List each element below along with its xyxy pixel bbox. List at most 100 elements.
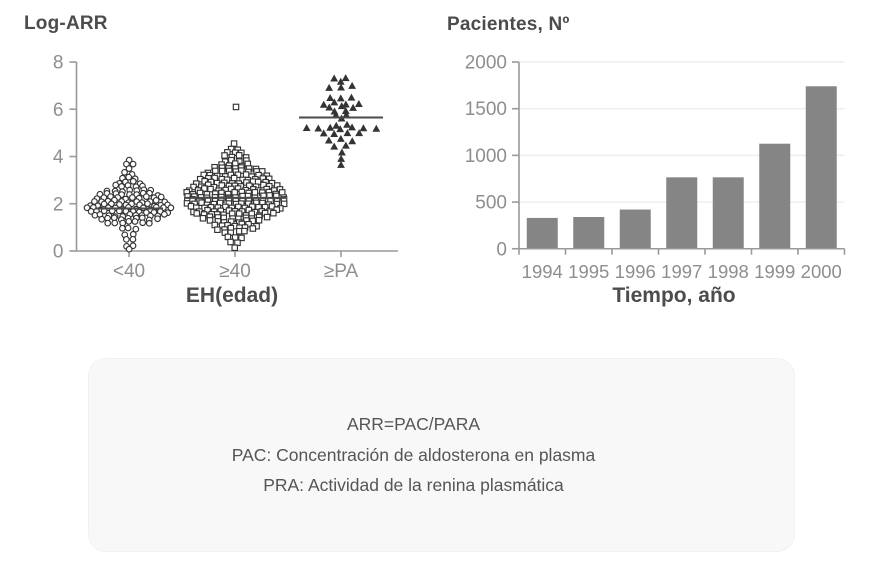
y-tick-label: 0: [53, 242, 64, 263]
data-point-triangle: [319, 129, 328, 137]
data-point-square: [187, 202, 195, 210]
data-point-square: [234, 185, 242, 192]
bar-2000: [805, 86, 837, 249]
data-point-square: [273, 206, 281, 213]
data-point-circle: [122, 236, 130, 243]
data-point-square: [231, 244, 239, 252]
x-tick-label: 1995: [568, 261, 609, 282]
y-tick-label: 2000: [465, 53, 507, 74]
data-point-square: [190, 183, 197, 191]
data-point-triangle: [341, 74, 350, 82]
data-point-triangle: [348, 123, 356, 131]
data-point-triangle: [302, 123, 311, 131]
data-point-square: [214, 226, 221, 234]
data-point-circle: [125, 173, 133, 181]
data-point-triangle: [337, 160, 345, 168]
data-point-triangle: [354, 100, 363, 108]
bar-1998: [712, 177, 744, 249]
data-point-triangle: [337, 154, 346, 162]
data-point-circle: [124, 224, 132, 232]
data-point-circle: [111, 219, 119, 227]
data-point-square: [246, 182, 253, 190]
left-beeswarm-chart: 0 2 4 6 8 <40 ≥40 ≥PA: [53, 53, 398, 282]
data-point-circle: [125, 165, 133, 172]
note-line-pac: PAC: Concentración de aldosterona en pla…: [231, 444, 596, 465]
data-point-square: [221, 152, 228, 159]
right-chart-title: Pacientes, Nº: [447, 14, 570, 35]
bar-1994: [526, 217, 558, 249]
data-point-square: [249, 225, 257, 232]
x-tick-label: 1997: [661, 261, 702, 282]
data-point-triangle: [332, 111, 340, 119]
data-point-triangle: [314, 124, 323, 132]
data-point-square: [249, 217, 256, 225]
data-point-triangle: [330, 129, 339, 137]
data-point-square: [261, 203, 269, 211]
data-point-square: [238, 167, 245, 174]
data-point-square: [207, 185, 214, 193]
data-point-square: [258, 168, 266, 175]
x-tick-label: 1998: [708, 261, 749, 282]
right-bar-chart: 0 500 1000 1500 2000 1994 1995 1996 1997 1998 1999…: [465, 53, 846, 282]
data-point-triangle: [330, 74, 339, 82]
abbreviation-note-box: ARR=PAC/PARA PAC: Concentración de aldos…: [88, 358, 795, 552]
bar-1995: [573, 217, 605, 249]
data-point-triangle: [336, 125, 345, 133]
data-point-square: [201, 178, 208, 185]
data-point-triangle: [355, 129, 364, 137]
y-tick-label: 6: [53, 100, 64, 121]
data-point-circle: [128, 194, 136, 201]
x-tick-label: <40: [113, 261, 145, 282]
data-point-triangle: [343, 120, 351, 128]
y-tick-label: 4: [53, 147, 64, 168]
data-point-triangle: [319, 100, 328, 108]
data-point-circle: [98, 215, 106, 223]
data-point-triangle: [348, 137, 357, 145]
data-point-triangle: [342, 110, 351, 118]
data-point-circle: [83, 204, 91, 212]
data-point-circle: [145, 219, 153, 227]
data-point-circle: [118, 183, 126, 190]
y-tick-label: 500: [475, 193, 507, 214]
y-tick-label: 1000: [465, 146, 507, 167]
data-point-square: [280, 200, 288, 208]
data-point-square: [231, 189, 238, 196]
data-point-circle: [125, 245, 133, 253]
data-point-square: [200, 171, 208, 179]
data-point-square: [199, 214, 207, 222]
y-tick-label: 1500: [465, 99, 507, 120]
data-point-square: [255, 203, 262, 211]
data-point-circle: [152, 196, 160, 204]
data-point-triangle: [326, 123, 335, 131]
charts-canvas: 0 2 4 6 8 <40 ≥40 ≥PA 0 500 1000 1500 2000 1994 1995 19…: [53, 53, 846, 282]
data-point-square: [230, 140, 238, 147]
bar-1999: [759, 143, 791, 249]
data-point-square: [251, 189, 259, 196]
swarm-group-2: [183, 103, 288, 252]
data-point-square: [245, 220, 252, 228]
data-point-square: [234, 171, 242, 179]
right-xaxis-label: Tiempo, año: [612, 284, 736, 307]
data-point-circle: [160, 210, 168, 218]
data-point-triangle: [349, 103, 357, 111]
data-point-triangle: [338, 148, 346, 156]
data-point-triangle: [332, 121, 341, 129]
data-point-circle: [112, 181, 120, 189]
data-point-square: [255, 216, 263, 224]
data-point-square: [230, 174, 238, 182]
left-chart-title: Log-ARR: [24, 13, 108, 34]
data-point-circle: [100, 200, 108, 208]
data-point-triangle: [348, 81, 357, 89]
data-point-triangle: [336, 77, 345, 85]
data-point-square: [206, 217, 214, 224]
x-tick-label: 2000: [801, 261, 842, 282]
y-tick-label: 2: [53, 194, 64, 215]
data-point-square: [232, 103, 240, 111]
data-point-circle: [119, 224, 126, 232]
data-point-circle: [157, 193, 165, 201]
x-tick-label: 1996: [615, 261, 656, 282]
data-point-circle: [129, 160, 137, 168]
left-xaxis-label: EH(edad): [185, 284, 279, 307]
data-point-square: [193, 210, 201, 217]
data-point-square: [227, 238, 234, 246]
